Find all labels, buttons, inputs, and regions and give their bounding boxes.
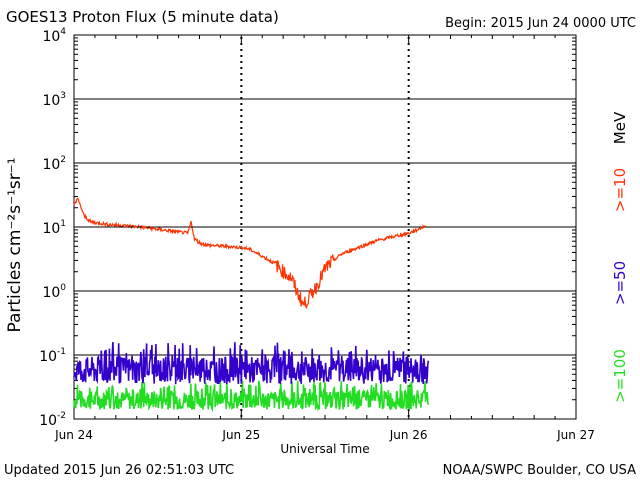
x-axis-ticks: Jun 24 Jun 25 Jun 26 Jun 27 — [54, 35, 595, 442]
x-tick-label: Jun 25 — [221, 428, 260, 442]
x-tick-label: Jun 24 — [54, 428, 93, 442]
legend-ge10: >=10 — [611, 168, 629, 212]
y-tick-label: 10-2 — [39, 411, 66, 429]
y-tick-label: 103 — [42, 91, 66, 109]
series-ge100-line — [73, 380, 430, 413]
updated-timestamp: Updated 2015 Jun 26 02:51:03 UTC — [4, 463, 234, 478]
y-tick-label: 104 — [42, 27, 66, 45]
y-tick-label: 100 — [42, 283, 66, 301]
series-ge50-line — [73, 341, 430, 385]
begin-time: Begin: 2015 Jun 24 0000 UTC — [445, 16, 636, 31]
series-layer — [73, 197, 430, 413]
y-tick-label: 10-1 — [39, 347, 66, 365]
x-tick-label: Jun 26 — [389, 428, 428, 442]
legend-ge50: >=50 — [611, 261, 629, 305]
x-tick-label: Jun 27 — [556, 428, 595, 442]
y-axis-ticks: 10-2 10-1 100 101 102 103 104 — [39, 27, 576, 429]
chart-title: GOES13 Proton Flux (5 minute data) — [6, 8, 279, 26]
source-credit: NOAA/SWPC Boulder, CO USA — [443, 463, 636, 478]
legend-unit-mev: MeV — [611, 111, 629, 144]
y-axis-label: Particles cm⁻²s⁻¹sr⁻¹ — [5, 157, 25, 332]
legend-ge100: >=100 — [611, 349, 629, 403]
x-axis-label: Universal Time — [280, 442, 369, 456]
y-tick-label: 102 — [42, 155, 66, 173]
y-tick-label: 101 — [42, 219, 66, 237]
